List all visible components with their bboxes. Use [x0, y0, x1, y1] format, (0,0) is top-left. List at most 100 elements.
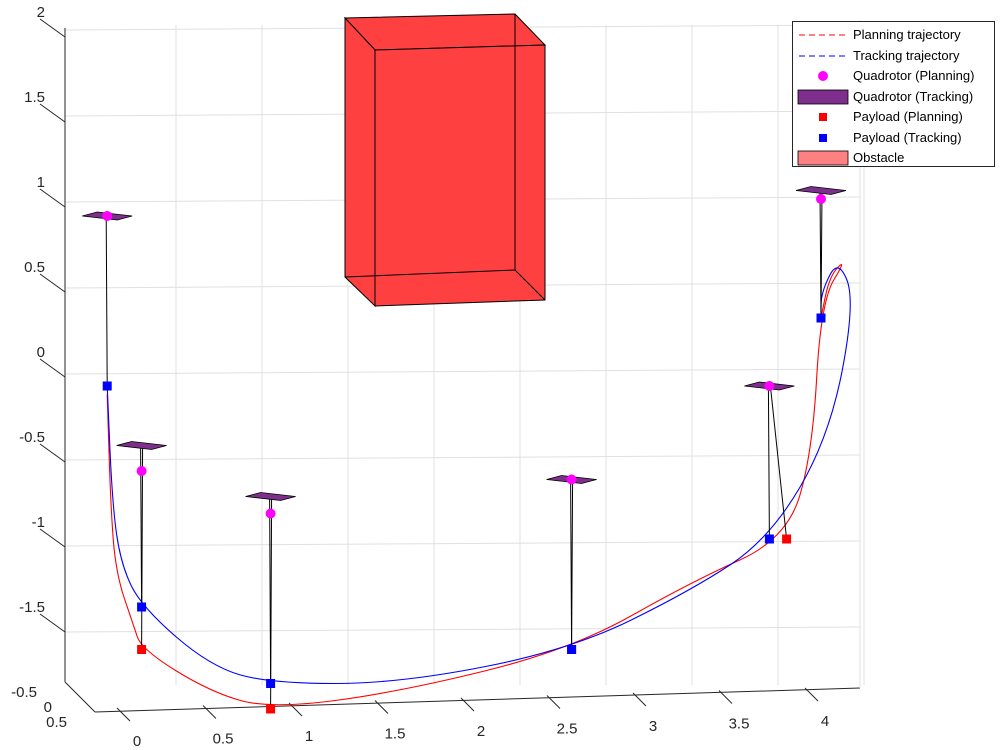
legend-entry: Planning trajectory [793, 26, 994, 44]
legend-entry: Tracking trajectory [793, 47, 994, 65]
cable [141, 445, 144, 650]
y-tick-label: 0.5 [46, 714, 67, 731]
obstacle-left-face [344, 16, 376, 308]
quadrotor-planning-marker [102, 211, 113, 221]
x-tick-label: 0 [133, 733, 141, 750]
legend-label: Planning trajectory [853, 27, 961, 42]
x-tick-label: 0.5 [213, 731, 234, 748]
x-tick [460, 697, 475, 712]
payload-tracking-marker [816, 313, 826, 323]
x-axis [94, 687, 861, 713]
z-tick [39, 273, 66, 293]
tick-labels: 21.510.50-0.5-1-1.5-0.500.50 0.5 1 1.5 2 2.5 3… [11, 4, 829, 750]
legend-patch-icon [797, 150, 849, 166]
legend-entry: Quadrotor (Tracking) [793, 88, 994, 106]
legend-entry: Payload (Tracking) [793, 129, 994, 147]
z-tick [39, 613, 66, 633]
legend-label: Quadrotor (Tracking) [853, 88, 974, 104]
trajectory-planning-trajectory [106, 264, 843, 706]
legend-entry: Quadrotor (Planning) [793, 67, 994, 85]
z-tick [39, 358, 66, 378]
obstacle-hidden-edge [344, 269, 516, 278]
quadrotor-tracking-patch [116, 441, 167, 450]
legend-dashed-line-icon [799, 55, 847, 56]
z-tick [39, 103, 66, 123]
legend-label: Quadrotor (Planning) [853, 68, 975, 83]
x-tick [718, 690, 733, 704]
legend-label: Payload (Tracking) [853, 129, 962, 145]
snapshots [82, 186, 847, 714]
grid-line [64, 540, 861, 547]
grid-line [64, 626, 861, 633]
cable [571, 479, 574, 650]
cable [820, 190, 823, 319]
x-tick-label: 1 [305, 728, 313, 745]
cable [767, 385, 770, 540]
z-tick [39, 188, 66, 208]
payload-planning-marker [137, 645, 147, 654]
x-tick [804, 687, 819, 702]
grid-line [64, 454, 861, 461]
payload-tracking-marker [137, 602, 147, 612]
quadrotor-planning-marker [816, 194, 826, 204]
x-tick [374, 700, 389, 714]
cable [769, 385, 788, 540]
legend-dashed-line-icon [799, 34, 847, 36]
quadrotor-tracking-patch [795, 186, 847, 195]
y-tick-label: 0 [44, 699, 52, 716]
legend: Planning trajectory Tracking trajectory Qu… [792, 21, 995, 167]
x-tick [546, 695, 561, 709]
x-tick-label: 2 [477, 723, 485, 740]
cable [105, 215, 108, 387]
payload-planning-marker [782, 534, 792, 544]
x-tick [116, 707, 131, 722]
legend-square-icon [819, 113, 827, 121]
z-tick-label: 2 [37, 4, 45, 21]
quadrotor-planning-marker [136, 466, 147, 476]
z-tick [39, 443, 66, 463]
payload-tracking-marker [567, 645, 577, 654]
x-tick [202, 705, 217, 719]
z-tick-label: 1.5 [24, 89, 45, 106]
z-tick-label: -1.5 [19, 599, 45, 616]
z-tick-label: 0.5 [24, 259, 45, 276]
obstacle-front-face [374, 44, 546, 307]
quadrotor-planning-marker [566, 474, 577, 485]
z-tick-label: -1 [32, 514, 45, 531]
legend-label: Obstacle [853, 150, 905, 165]
payload-tracking-marker [764, 534, 774, 544]
x-tick [632, 692, 647, 707]
cable [270, 496, 273, 710]
quadrotor-planning-marker [265, 508, 276, 519]
z-tick [39, 18, 66, 38]
y-tick-label: -0.5 [11, 684, 37, 701]
payload-tracking-marker [102, 381, 112, 391]
x-tick-label: 1.5 [385, 726, 406, 743]
legend-square-icon [819, 133, 827, 142]
grid-line [64, 368, 861, 375]
z-tick-label: -0.5 [19, 429, 45, 446]
trajectories [106, 264, 851, 706]
legend-circle-icon [818, 71, 828, 81]
z-tick-label: 0 [37, 344, 45, 361]
legend-entry: Payload (Planning) [793, 108, 994, 126]
legend-label: Payload (Planning) [853, 109, 963, 124]
payload-tracking-marker [266, 679, 276, 688]
quadrotor-tracking-patch [245, 492, 296, 501]
x-tick-label: 4 [821, 713, 829, 730]
legend-patch-icon [797, 89, 849, 104]
legend-label: Tracking trajectory [853, 47, 960, 63]
x-tick-label: 2.5 [557, 721, 578, 738]
x-tick-label: 3.5 [729, 716, 750, 733]
payload-planning-marker [266, 704, 276, 714]
x-tick [288, 702, 303, 717]
y-axis [64, 681, 96, 713]
legend-entry: Obstacle [793, 149, 994, 167]
obstacle-hidden-edge [514, 269, 546, 301]
quadrotor-planning-marker [764, 381, 775, 391]
z-tick-label: 1 [37, 174, 45, 191]
z-tick [39, 528, 66, 548]
x-tick-label: 3 [649, 718, 657, 735]
obstacle [343, 13, 547, 308]
